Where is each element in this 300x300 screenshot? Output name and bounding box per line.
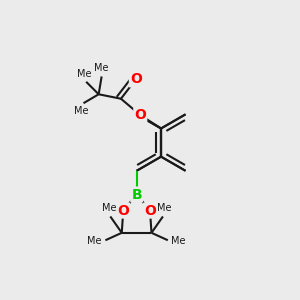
- Text: O: O: [144, 203, 156, 218]
- Text: O: O: [134, 108, 146, 122]
- Text: O: O: [117, 203, 129, 218]
- Text: Me: Me: [87, 236, 102, 246]
- Text: B: B: [131, 188, 142, 202]
- Text: Me: Me: [94, 63, 109, 73]
- Text: Me: Me: [74, 106, 88, 116]
- Text: O: O: [130, 72, 142, 86]
- Text: Me: Me: [76, 69, 91, 80]
- Text: Me: Me: [171, 236, 186, 246]
- Text: Me: Me: [102, 203, 116, 213]
- Text: Me: Me: [157, 203, 172, 213]
